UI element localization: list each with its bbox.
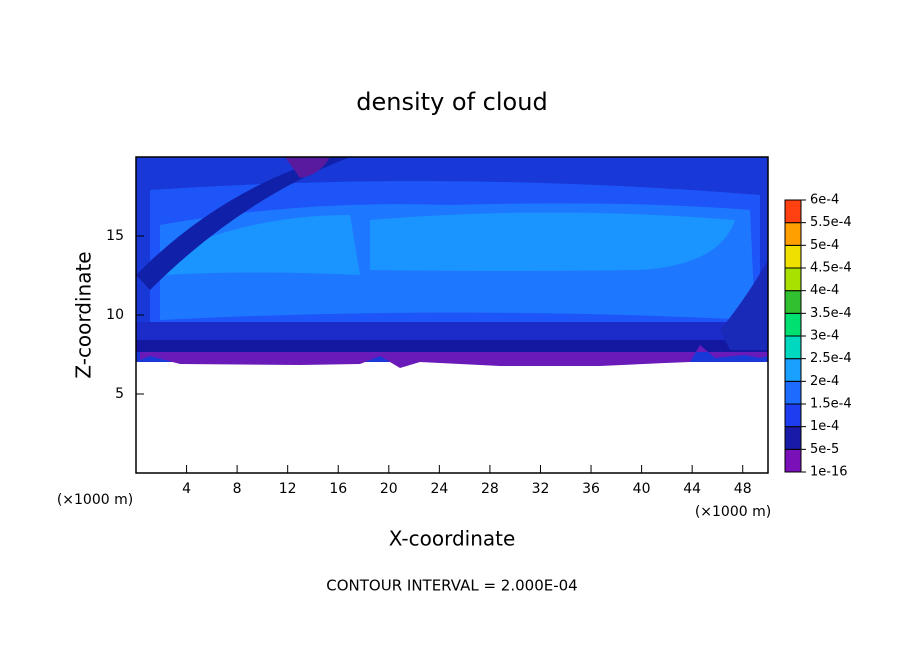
colorbar-label: 1e-16 — [810, 465, 848, 480]
colorbar-segment — [784, 267, 802, 292]
y-tick-label: 5 — [115, 386, 124, 402]
x-tick-label: 28 — [481, 481, 499, 497]
y-tick-label: 10 — [106, 307, 124, 323]
colorbar-label: 2.5e-4 — [810, 351, 852, 366]
colorbar-segment — [784, 199, 802, 224]
x-tick-label: 16 — [329, 481, 347, 497]
x-tick-label: 40 — [633, 481, 651, 497]
colorbar-label: 2e-4 — [810, 374, 839, 389]
colorbar-label: 5e-5 — [810, 442, 839, 457]
x-tick-label: 48 — [734, 481, 752, 497]
colorbar-label: 1.5e-4 — [810, 397, 852, 412]
colorbar-label: 5e-4 — [810, 238, 839, 253]
colorbar-segment — [784, 448, 802, 473]
colorbar-label: 5.5e-4 — [810, 215, 852, 230]
colorbar-segment — [784, 358, 802, 382]
colorbar-segment — [784, 312, 802, 337]
colorbar-label: 3e-4 — [810, 329, 839, 344]
x-tick-label: 4 — [182, 481, 191, 497]
x-unit-label: (×1000 m) — [695, 504, 771, 520]
x-tick-label: 20 — [380, 481, 398, 497]
colorbar-segment — [784, 335, 802, 360]
colorbar-label: 4e-4 — [810, 283, 839, 298]
x-tick-label: 12 — [279, 481, 297, 497]
x-tick-label: 32 — [532, 481, 550, 497]
x-tick-label: 36 — [582, 481, 600, 497]
colorbar-segment — [784, 403, 802, 428]
colorbar-label: 3.5e-4 — [810, 306, 852, 321]
x-tick-label: 44 — [683, 481, 701, 497]
colorbar-label: 6e-4 — [810, 193, 839, 208]
y-unit-label: (×1000 m) — [57, 492, 133, 508]
x-tick-label: 24 — [430, 481, 448, 497]
contour-field — [136, 157, 768, 473]
colorbar-segment — [784, 380, 802, 405]
x-axis-label: X-coordinate — [389, 527, 516, 551]
annotation: CONTOUR INTERVAL = 2.000E-04 — [326, 577, 577, 595]
x-tick-label: 8 — [233, 481, 242, 497]
colorbar-label: 4.5e-4 — [810, 261, 852, 276]
colorbar-segment — [784, 244, 802, 269]
colorbar-label: 1e-4 — [810, 419, 839, 434]
y-axis-label: Z-coordinate — [72, 251, 96, 378]
colorbar-segment — [784, 426, 802, 450]
y-tick-label: 15 — [106, 228, 124, 244]
colorbar-segment — [784, 222, 802, 246]
colorbar-segment — [784, 290, 802, 314]
chart-title: density of cloud — [356, 88, 547, 116]
